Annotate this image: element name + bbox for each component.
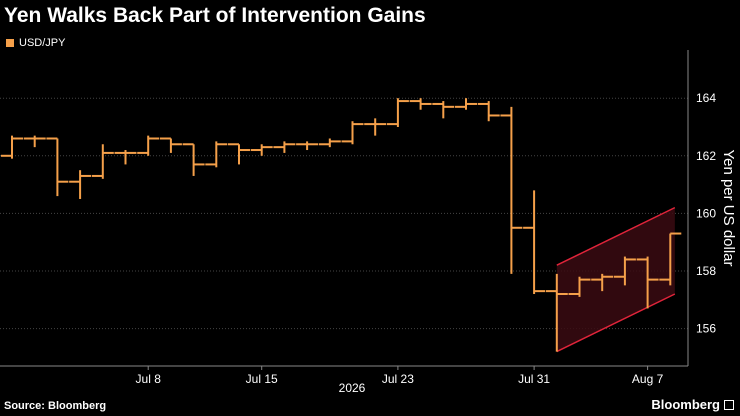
ohlc-bar — [409, 98, 432, 110]
channel-upper-line — [556, 206, 676, 266]
y-axis-label: Yen per US dollar — [720, 149, 737, 266]
y-tick-label: 164 — [696, 91, 716, 105]
x-tick-label: Aug 7 — [632, 372, 664, 386]
ohlc-bar — [545, 273, 568, 352]
ohlc-bar — [23, 135, 46, 148]
ohlc-bar — [364, 118, 387, 136]
brand-logo: Bloomberg — [651, 397, 720, 412]
y-tick-label: 162 — [696, 149, 716, 163]
ohlc-bar — [477, 101, 500, 122]
ohlc-bar — [250, 144, 273, 156]
ohlc-bar — [182, 143, 205, 176]
ohlc-bar — [386, 98, 409, 127]
ohlc-bar — [114, 150, 137, 165]
ohlc-bar — [91, 144, 114, 179]
ohlc-bar — [69, 170, 92, 199]
channel-lower-line — [556, 293, 676, 353]
ohlc-bar — [636, 256, 659, 309]
bars-layer — [1, 98, 682, 352]
brand-mark-icon — [724, 400, 734, 410]
ohlc-bar — [613, 256, 636, 286]
y-tick-label: 160 — [696, 206, 716, 220]
ohlc-bar — [523, 190, 546, 295]
ohlc-bar — [318, 138, 341, 148]
ohlc-bar — [659, 232, 682, 286]
chart-title: Yen Walks Back Part of Intervention Gain… — [4, 4, 426, 27]
ohlc-bar — [1, 135, 23, 159]
y-tick-label: 158 — [696, 264, 716, 278]
x-tick-label: Jul 15 — [246, 372, 278, 386]
legend-label: USD/JPY — [19, 37, 66, 49]
ohlc-bar — [341, 121, 364, 145]
ohlc-bar — [137, 135, 160, 156]
ohlc-bar — [159, 137, 182, 153]
legend-swatch — [6, 39, 14, 47]
channel-layer — [556, 206, 676, 353]
channel-fill — [556, 207, 675, 352]
y-tick-label: 156 — [696, 322, 716, 336]
x-tick-label: Jul 8 — [136, 372, 162, 386]
axis-layer: 156 158 160 162 164 Jul 8 Jul 15 Jul 23 Jul 31 Au… — [0, 50, 716, 386]
ohlc-bar — [455, 98, 477, 110]
ohlc-bar — [228, 143, 250, 165]
ohlc-bar — [205, 141, 228, 168]
source-note: Source: Bloomberg — [4, 400, 107, 412]
ohlc-bar — [296, 141, 319, 151]
x-tick-label: Jul 31 — [518, 372, 550, 386]
legend: USD/JPY — [6, 37, 65, 49]
ohlc-bar — [46, 137, 69, 197]
ohlc-bar — [432, 101, 455, 119]
ohlc-bar — [568, 276, 591, 297]
x-tick-label: Jul 23 — [382, 372, 414, 386]
x-axis-year-label: 2026 — [339, 381, 366, 395]
ohlc-bar — [591, 273, 614, 292]
ohlc-bar — [273, 141, 296, 153]
ohlc-bar — [500, 106, 523, 274]
